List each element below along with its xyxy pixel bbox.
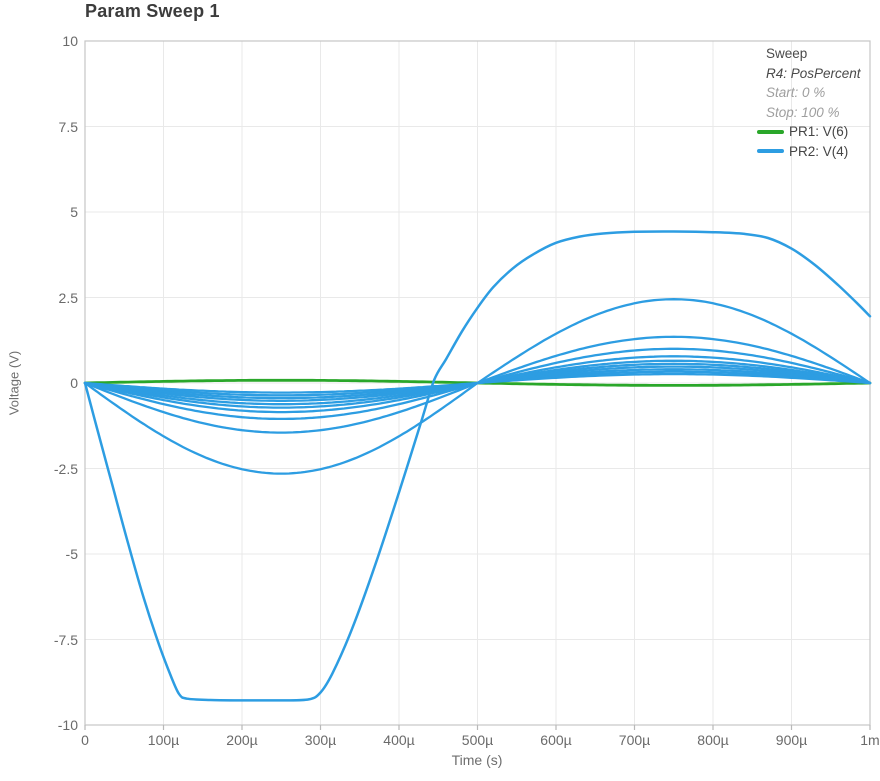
legend-title: Sweep	[766, 46, 808, 61]
y-tick-label: 0	[70, 375, 78, 391]
legend-entry-pr2-label: PR2: V(4)	[789, 143, 849, 159]
legend-entry-pr1-label: PR1: V(6)	[789, 124, 849, 139]
x-tick-label: 400µ	[383, 732, 415, 748]
y-tick-label: 2.5	[58, 289, 78, 306]
x-tick-label: 800µ	[697, 732, 729, 748]
x-tick-label: 900µ	[775, 732, 808, 748]
legend-sweep-start: Start: 0 %	[766, 85, 826, 100]
x-axis-label: Time (s)	[451, 752, 503, 768]
legend-sweep-stop: Stop: 100 %	[766, 104, 840, 120]
pr2-sweep-trace	[83, 298, 872, 475]
y-tick-label: 7.5	[58, 118, 78, 135]
x-tick-label: 500µ	[461, 732, 494, 748]
y-tick-label: -10	[57, 717, 78, 733]
pr1-color-swatch	[757, 129, 784, 134]
x-tick-label: 1m	[860, 732, 880, 748]
legend-sweep-param: R4: PosPercent	[766, 65, 861, 81]
y-tick-label: 5	[70, 204, 78, 220]
y-tick-label: 10	[62, 33, 78, 49]
y-tick-label: -7.5	[53, 631, 78, 648]
legend-entry-pr1: PR1: V(6)	[757, 122, 861, 142]
x-tick-label: 300µ	[304, 732, 337, 748]
x-tick-label: 700µ	[618, 732, 651, 748]
x-tick-label: 200µ	[226, 732, 258, 748]
legend: Sweep R4: PosPercent Start: 0 % Stop: 10…	[757, 44, 861, 161]
x-tick-label: 0	[81, 732, 89, 748]
page-title: Param Sweep 1	[85, 1, 220, 21]
y-axis-label: Voltage (V)	[6, 350, 22, 416]
y-tick-label: -2.5	[53, 460, 78, 477]
x-tick-label: 600µ	[540, 732, 572, 748]
pr2-clipped-trace	[83, 230, 872, 702]
y-tick-label: -5	[65, 546, 78, 562]
legend-entry-pr2: PR2: V(4)	[757, 142, 861, 162]
pr2-color-swatch	[757, 149, 784, 154]
x-tick-label: 100µ	[147, 732, 180, 748]
